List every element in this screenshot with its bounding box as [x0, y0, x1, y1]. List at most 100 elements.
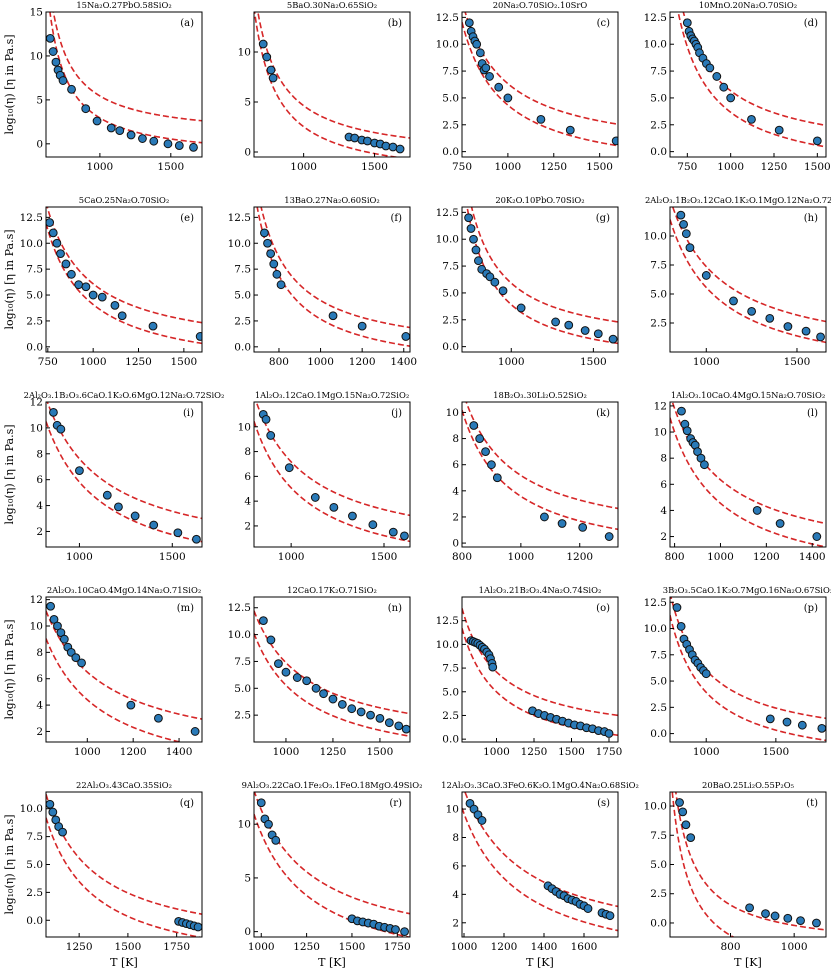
chart-title: 18B₂O₃.30Li₂O.52SiO₂ [493, 390, 587, 400]
data-point [266, 635, 276, 645]
data-point [48, 228, 58, 238]
data-point [797, 720, 807, 730]
chart-panel: 20K₂O.10PbO.70SiO₂ 1000 1500 0.0 2.5 5.0 7.5 10… [416, 195, 624, 390]
y-tick-label: 4 [452, 485, 459, 497]
data-point [747, 307, 757, 316]
axes-frame [461, 11, 619, 158]
x-tick-label: 1500 [115, 941, 142, 953]
data-point [783, 913, 793, 923]
data-point [682, 426, 692, 436]
data-point [92, 116, 102, 126]
lower-bound-curve [46, 817, 202, 937]
data-point [770, 911, 780, 921]
x-tick-label: 1500 [339, 941, 366, 953]
chart-svg: 20BaO.25Li₂O.55P₂O₅ 800 1000 0.0 2.5 5.0 7.5 10… [644, 780, 827, 969]
x-tick-label: 750 [38, 356, 58, 368]
data-point [115, 126, 125, 136]
y-axis-label: log₁₀(η) [η in Pa.s] [3, 34, 16, 134]
data-point [272, 269, 282, 279]
y-tick-label: 0.0 [650, 728, 667, 740]
data-point [48, 807, 58, 817]
x-tick-label: 800 [665, 551, 685, 563]
y-tick-label: 8 [452, 832, 459, 844]
data-point [678, 807, 688, 817]
data-point [281, 667, 291, 677]
axes-frame [253, 206, 411, 353]
data-point [67, 269, 76, 279]
chart-panel: 12CaO.17K₂O.71SiO₂ 1000 1250 1500 2.5 5.0 7.5 1… [208, 585, 416, 780]
data-point [174, 141, 184, 150]
lower-bound-curve [254, 421, 410, 543]
axes-frame [461, 791, 619, 938]
y-tick-label: 2.5 [650, 318, 667, 330]
axes-frame [45, 206, 203, 353]
data-point [391, 925, 400, 934]
data-point [464, 213, 473, 223]
data-point [58, 76, 68, 85]
x-tick-label: 1500 [170, 356, 197, 368]
y-tick-label: 8 [36, 647, 43, 659]
y-tick-label: 10.0 [20, 803, 43, 815]
y-axis-label: log₁₀(η) [η in Pa.s] [3, 424, 16, 524]
upper-bound-curve [254, 610, 410, 715]
data-point [302, 676, 312, 686]
y-tick-label: 2 [36, 526, 43, 538]
x-tick-label: 1000 [693, 356, 720, 368]
y-tick-label: 7.5 [650, 649, 667, 661]
data-point [328, 311, 338, 321]
chart-panel: 1Al₂O₃.21B₂O₃.4Na₂O.74SiO₂ 1000 1250 1500 17… [416, 585, 624, 780]
upper-bound-curve [671, 207, 826, 323]
y-tick-label: 7.5 [234, 656, 251, 668]
data-point [61, 259, 71, 269]
data-point [49, 407, 58, 417]
y-tick-label: 5.0 [650, 289, 667, 301]
chart-title: 20Na₂O.70SiO₂.10SrO [493, 0, 588, 10]
data-point [262, 52, 272, 62]
data-point [284, 463, 294, 473]
data-point [292, 673, 302, 682]
panel-label: (h) [804, 213, 818, 224]
data-point [812, 136, 822, 146]
chart-title: 5BaO.30Na₂O.65SiO₂ [287, 0, 377, 10]
y-tick-label: 12 [654, 400, 667, 412]
panel-label: (e) [180, 213, 194, 224]
data-point [812, 918, 821, 928]
y-tick-label: 6 [244, 471, 251, 483]
y-tick-label: 10.0 [644, 801, 667, 813]
x-tick-label: 1250 [320, 746, 347, 758]
data-point [375, 713, 385, 723]
y-tick-label: 10 [30, 621, 43, 633]
x-tick-label: 1000 [693, 746, 720, 758]
lower-bound-curve [670, 417, 826, 547]
data-point [395, 144, 405, 154]
y-tick-label: 6 [452, 459, 459, 471]
chart-title: 13BaO.27Na₂O.60SiO₂ [284, 195, 380, 205]
data-point [310, 493, 320, 502]
y-tick-label: 8 [244, 446, 251, 458]
data-point [46, 218, 55, 227]
y-tick-label: 6 [660, 479, 667, 491]
data-point [712, 72, 722, 81]
data-point [685, 243, 695, 252]
chart-title: 2Al₂O₃.10CaO.4MgO.14Na₂O.71SiO₂ [47, 585, 201, 595]
x-tick-label: 1400 [531, 941, 558, 953]
data-point [516, 303, 526, 313]
data-point [58, 827, 67, 837]
data-point [700, 460, 709, 470]
chart-svg: 2Al₂O₃.1B₂O₃.6CaO.1K₂O.6MgO.12Na₂O.72SiO… [3, 390, 224, 563]
y-tick-label: 2.5 [442, 314, 459, 326]
data-point [102, 490, 112, 500]
axes-frame [253, 11, 411, 158]
axes-frame [669, 596, 827, 743]
panel-label: (m) [177, 603, 194, 614]
data-point [775, 519, 785, 528]
y-tick-label: 8 [452, 433, 459, 445]
chart-panel: 13BaO.27Na₂O.60SiO₂ 800 1000 1200 1400 0.0 2.5… [208, 195, 418, 390]
data-point [337, 700, 347, 709]
chart-svg: 9Al₂O₃.22CaO.1Fe₂O₃.1FeO.18MgO.49SiO₂100… [238, 780, 423, 969]
data-point [816, 332, 825, 342]
data-point [269, 259, 279, 269]
x-tick-label: 1000 [498, 356, 525, 368]
x-tick-label: 1000 [87, 161, 114, 173]
data-point [469, 234, 478, 244]
